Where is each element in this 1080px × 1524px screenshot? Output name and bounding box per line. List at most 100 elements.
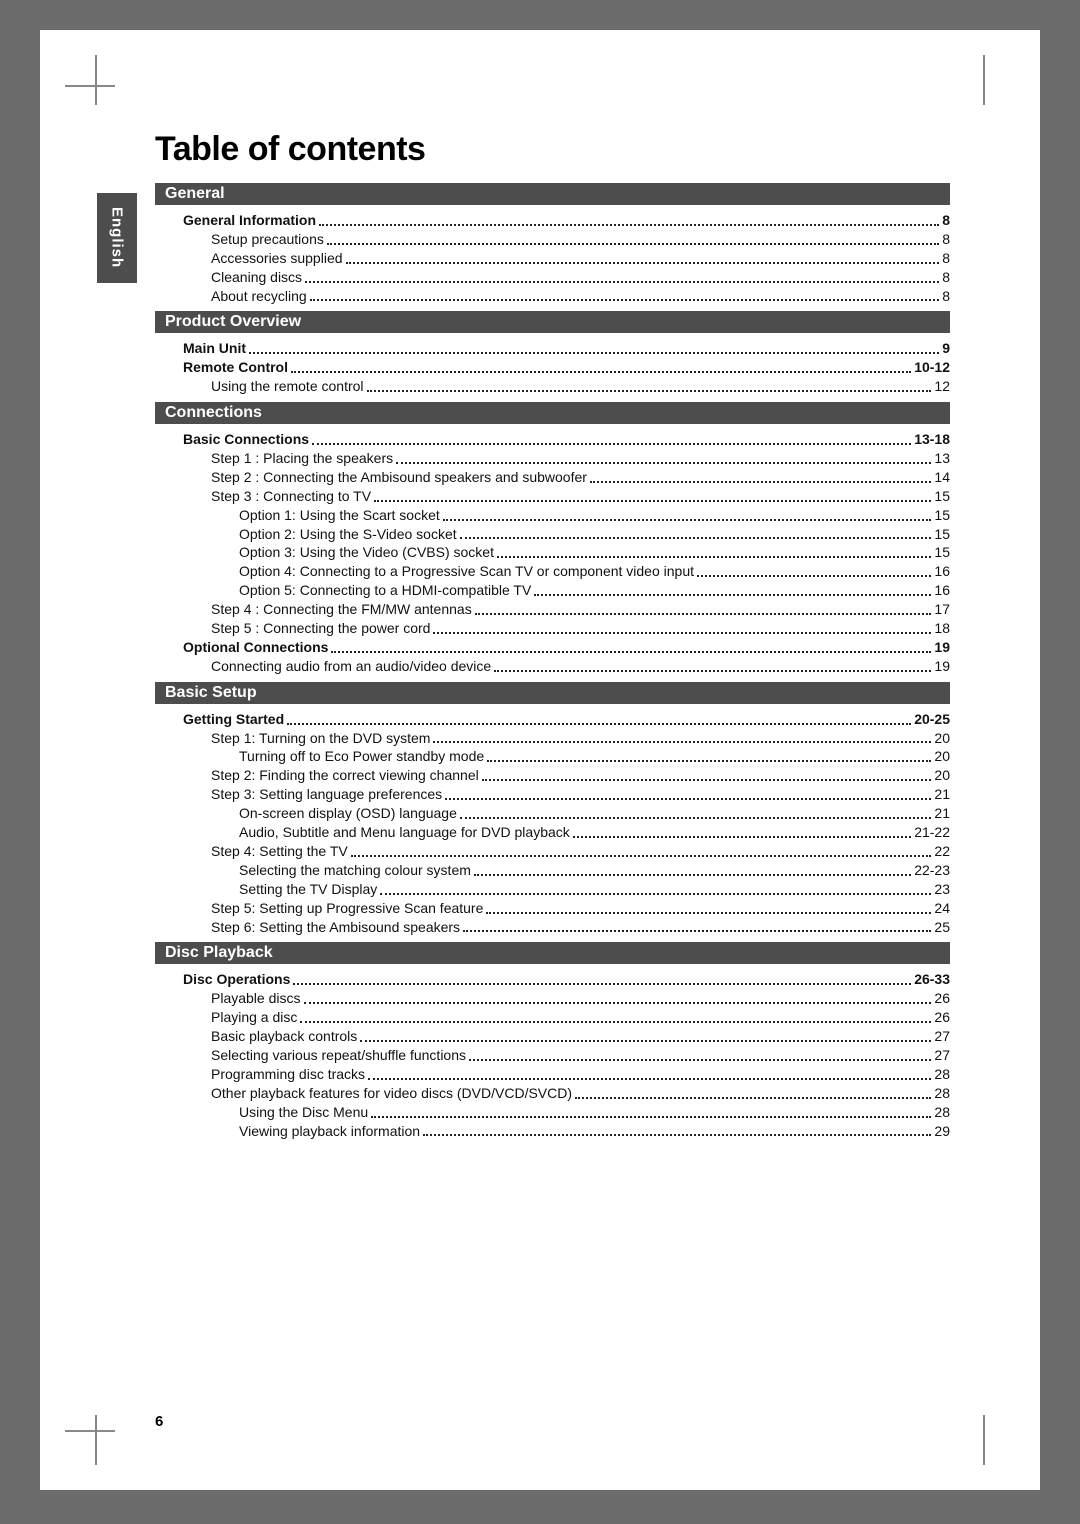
language-tab: English (97, 193, 137, 283)
toc-entry-label: Step 3 : Connecting to TV (211, 487, 371, 506)
toc-entry-page: 20 (934, 747, 950, 766)
toc-leader-dots (249, 339, 939, 354)
crop-mark (65, 85, 115, 87)
toc-leader-dots (475, 600, 932, 615)
toc-entry: Step 2: Finding the correct viewing chan… (155, 766, 950, 785)
toc-entry: Option 5: Connecting to a HDMI-compatibl… (155, 581, 950, 600)
toc-entry-page: 8 (942, 287, 950, 306)
toc-entry: Setting the TV Display 23 (155, 880, 950, 899)
toc-section-list: General Information8Setup precautions8Ac… (155, 211, 950, 305)
toc-leader-dots (433, 729, 931, 744)
toc-entry: Step 3 : Connecting to TV 15 (155, 487, 950, 506)
toc-leader-dots (312, 430, 911, 445)
toc-entry-label: Main Unit (183, 339, 246, 358)
toc-entry-page: 21 (934, 785, 950, 804)
toc-entry-page: 15 (934, 487, 950, 506)
toc-leader-dots (697, 562, 931, 577)
toc-section-list: Basic Connections13-18Step 1 : Placing t… (155, 430, 950, 676)
toc-leader-dots (305, 268, 939, 283)
toc-entry-page: 8 (942, 249, 950, 268)
toc-leader-dots (396, 449, 931, 464)
section-heading: Basic Setup (155, 682, 950, 704)
toc-entry-label: Step 6: Setting the Ambisound speakers (211, 918, 460, 937)
toc-entry-label: Basic Connections (183, 430, 309, 449)
toc-entry-page: 16 (934, 581, 950, 600)
toc-entry: Optional Connections19 (155, 638, 950, 657)
toc-leader-dots (573, 823, 911, 838)
toc-entry: Step 1: Turning on the DVD system20 (155, 729, 950, 748)
toc-entry-label: Accessories supplied (211, 249, 343, 268)
manual-page: English Table of contents GeneralGeneral… (40, 30, 1040, 1490)
toc-leader-dots (360, 1027, 931, 1042)
section-heading: Product Overview (155, 311, 950, 333)
toc-entry-label: Basic playback controls (211, 1027, 357, 1046)
toc-entry-label: Remote Control (183, 358, 288, 377)
section-heading: General (155, 183, 950, 205)
toc-entry-label: Setup precautions (211, 230, 324, 249)
toc-entry-label: Step 1 : Placing the speakers (211, 449, 393, 468)
toc-entry-label: Step 1: Turning on the DVD system (211, 729, 430, 748)
toc-entry: Step 5 : Connecting the power cord18 (155, 619, 950, 638)
toc-entry-label: Turning off to Eco Power standby mode (239, 747, 484, 766)
toc-entry-label: On-screen display (OSD) language (239, 804, 457, 823)
toc-entry-label: Playing a disc (211, 1008, 297, 1027)
toc-entry-page: 28 (934, 1084, 950, 1103)
crop-mark (983, 1415, 985, 1465)
toc-leader-dots (443, 506, 932, 521)
toc-entry-label: Viewing playback information (239, 1122, 420, 1141)
toc-entry-page: 27 (934, 1027, 950, 1046)
toc-entry-label: Programming disc tracks (211, 1065, 365, 1084)
toc-entry-page: 23 (934, 880, 950, 899)
toc-entry: On-screen display (OSD) language21 (155, 804, 950, 823)
page-content: Table of contents GeneralGeneral Informa… (155, 130, 950, 1140)
toc-entry-page: 22-23 (914, 861, 950, 880)
toc-entry: Main Unit 9 (155, 339, 950, 358)
toc-entry-label: Setting the TV Display (239, 880, 377, 899)
toc-entry: Playing a disc26 (155, 1008, 950, 1027)
toc-entry-label: Using the Disc Menu (239, 1103, 368, 1122)
toc-leader-dots (486, 899, 931, 914)
toc-entry: General Information8 (155, 211, 950, 230)
toc-entry-page: 8 (942, 268, 950, 287)
toc-entry: Step 2 : Connecting the Ambisound speake… (155, 468, 950, 487)
toc-entry: Programming disc tracks 28 (155, 1065, 950, 1084)
toc-entry-label: Using the remote control (211, 377, 364, 396)
toc-entry-label: Selecting the matching colour system (239, 861, 471, 880)
toc-entry-label: General Information (183, 211, 316, 230)
toc-entry-label: Step 5: Setting up Progressive Scan feat… (211, 899, 483, 918)
toc-entry-label: Selecting various repeat/shuffle functio… (211, 1046, 466, 1065)
toc-entry-page: 19 (934, 638, 950, 657)
toc-section-list: Disc Operations 26-33Playable discs26Play… (155, 970, 950, 1140)
toc-entry-page: 26-33 (914, 970, 950, 989)
toc-leader-dots (351, 842, 932, 857)
toc-leader-dots (497, 543, 931, 558)
toc-entry-page: 8 (942, 230, 950, 249)
toc-leader-dots (534, 581, 931, 596)
toc-leader-dots (374, 487, 931, 502)
toc-leader-dots (300, 1008, 931, 1023)
toc-entry-page: 15 (934, 525, 950, 544)
toc-entry: Step 5: Setting up Progressive Scan feat… (155, 899, 950, 918)
toc-leader-dots (494, 657, 931, 672)
toc-entry-page: 25 (934, 918, 950, 937)
toc-entry: Basic Connections13-18 (155, 430, 950, 449)
crop-mark (983, 55, 985, 105)
toc-entry-page: 28 (934, 1065, 950, 1084)
toc-entry-label: Disc Operations (183, 970, 290, 989)
toc-leader-dots (590, 468, 932, 483)
toc-entry-page: 15 (934, 543, 950, 562)
toc-leader-dots (445, 785, 931, 800)
toc-entry: Option 4: Connecting to a Progressive Sc… (155, 562, 950, 581)
toc-section-list: Getting Started20-25Step 1: Turning on t… (155, 710, 950, 937)
toc-leader-dots (380, 880, 931, 895)
toc-entry-page: 9 (942, 339, 950, 358)
toc-leader-dots (469, 1046, 931, 1061)
toc-leader-dots (346, 249, 940, 264)
toc-entry-label: Step 3: Setting language preferences (211, 785, 442, 804)
toc-entry: Selecting various repeat/shuffle functio… (155, 1046, 950, 1065)
toc-entry-page: 20 (934, 766, 950, 785)
toc-entry: Playable discs26 (155, 989, 950, 1008)
toc-entry-label: Getting Started (183, 710, 284, 729)
toc-entry-label: Step 4 : Connecting the FM/MW antennas (211, 600, 472, 619)
toc-entry-label: Connecting audio from an audio/video dev… (211, 657, 491, 676)
